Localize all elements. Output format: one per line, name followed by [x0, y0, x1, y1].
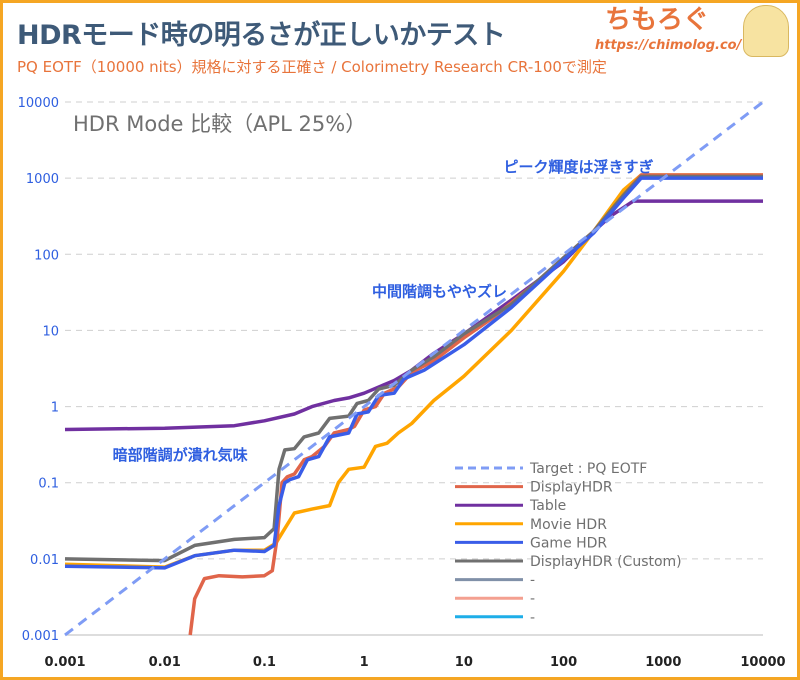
y-tick-label: 0.01: [30, 553, 59, 568]
legend-label: DisplayHDR (Custom): [530, 554, 682, 570]
x-tick-label: 1000: [645, 655, 681, 670]
y-tick-label: 0.1: [38, 477, 59, 492]
legend-label: Target : PQ EOTF: [529, 461, 647, 477]
y-tick-label: 10000: [18, 96, 59, 111]
legend-label: -: [530, 591, 535, 607]
legend-label: -: [530, 610, 535, 626]
series-line-game-hdr: [64, 176, 763, 570]
mascot-avatar: [743, 5, 789, 57]
y-tick-label: 0.001: [22, 629, 59, 644]
legend-label: DisplayHDR: [530, 480, 613, 496]
legend-label: Movie HDR: [530, 517, 607, 533]
y-tick-label: 1: [51, 401, 59, 416]
chart-subtitle: PQ EOTF（10000 nits）規格に対する正確さ / Colorimet…: [17, 58, 607, 76]
y-tick-label: 10: [42, 324, 59, 339]
x-tick-label: 0.01: [149, 655, 181, 670]
x-tick-label: 1: [360, 655, 369, 670]
series-line-displayhdr-custom-: [64, 174, 763, 563]
annotation-label: 中間階調もややズレ: [372, 282, 507, 300]
legend-label: -: [530, 573, 535, 589]
legend-label: Game HDR: [530, 535, 607, 551]
y-tick-label: 1000: [26, 172, 59, 187]
x-tick-label: 0.1: [253, 655, 276, 670]
legend-label: Table: [529, 498, 566, 514]
chart-title: HDR Mode 比較（APL 25%）: [73, 112, 366, 136]
plot-area: 0.001 0.01 0.1 1 10 100 1000 10000 0.001 0.01 0.1 1…: [18, 96, 786, 670]
logo-text: ちもろぐ: [605, 5, 710, 35]
series-line-target-pq-eotf: [64, 100, 764, 637]
chart-main-title: HDRモード時の明るさが正しいかテスト: [17, 20, 506, 51]
x-tick-label: 10: [455, 655, 473, 670]
x-tick-label: 100: [550, 655, 577, 670]
annotation-label: 暗部階調が潰れ気味: [113, 446, 248, 464]
site-logo: ちもろぐ https://chimolog.co/: [595, 5, 791, 57]
logo-url: https://chimolog.co/: [595, 38, 742, 53]
x-tick-label: 10000: [740, 655, 785, 670]
annotation-label: ピーク輝度は浮きすぎ: [504, 158, 654, 176]
series-line-table: [64, 199, 763, 432]
x-tick-label: 0.001: [44, 655, 85, 670]
y-tick-label: 100: [34, 248, 59, 263]
